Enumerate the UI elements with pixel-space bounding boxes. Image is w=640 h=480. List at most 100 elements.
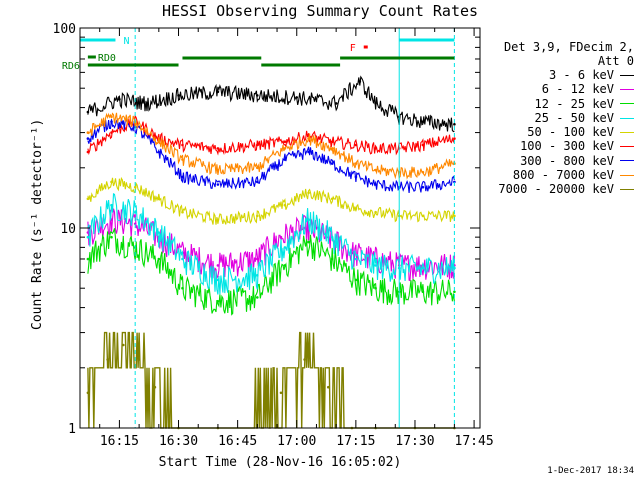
series-line-0 [87, 75, 455, 133]
data-point [86, 137, 90, 140]
data-point [216, 90, 220, 94]
data-point [421, 143, 425, 147]
data-point [354, 257, 358, 261]
data-point [283, 246, 287, 249]
data-point [255, 166, 259, 170]
y-tick-label: 100 [53, 22, 76, 37]
data-point [358, 80, 362, 83]
chart-title: HESSI Observing Summary Count Rates [161, 2, 479, 20]
data-point [283, 203, 287, 207]
legend-swatch [620, 117, 634, 119]
data-point [374, 264, 377, 267]
data-point [181, 286, 184, 290]
data-point [354, 278, 358, 282]
legend-swatch [620, 146, 634, 148]
data-point [181, 175, 184, 179]
status-bar-label: N [123, 36, 129, 47]
legend-entry-label: 25 - 50 keV [534, 110, 614, 125]
legend-swatch [620, 189, 634, 191]
series-line-6 [87, 118, 455, 194]
x-axis-label: Start Time (28-Nov-16 16:05:02) [158, 455, 402, 470]
data-point [110, 180, 113, 184]
status-bar-label: F [350, 43, 356, 54]
status-bar-label: RD6 [62, 61, 80, 72]
legend-entry: 6 - 12 keV [498, 82, 634, 96]
y-axis-label: Count Rate (s⁻¹ detector⁻¹) [30, 118, 45, 330]
data-point [157, 140, 161, 143]
data-point [181, 143, 184, 147]
datestamp: 1-Dec-2017 18:34 [547, 466, 634, 476]
data-point [86, 391, 90, 395]
legend-entry: 3 - 6 keV [498, 68, 634, 82]
legend-entry: 50 - 100 keV [498, 125, 634, 139]
series-line-7 [87, 112, 455, 180]
data-point [279, 235, 283, 239]
data-point [421, 266, 425, 270]
data-point [110, 115, 113, 118]
data-point [374, 210, 377, 214]
data-point [354, 143, 358, 147]
data-point [133, 222, 137, 226]
x-tick-label: 16:45 [218, 434, 257, 449]
data-point [303, 358, 306, 361]
data-point [453, 123, 456, 126]
data-point [86, 197, 90, 201]
data-point [453, 214, 456, 218]
data-point [216, 218, 220, 221]
legend-entry-label: 3 - 6 keV [548, 68, 614, 82]
data-point [334, 102, 338, 105]
legend-entry: 800 - 7000 keV [498, 168, 634, 182]
data-point [374, 102, 377, 105]
data-point [283, 147, 287, 150]
legend-entry: 25 - 50 keV [498, 111, 634, 125]
legend-header: Det 3,9, FDecim 2, Att 0 [504, 40, 634, 68]
legend-entry: 300 - 800 keV [498, 154, 634, 168]
data-point [295, 96, 299, 99]
legend-swatch [620, 88, 634, 90]
data-point [216, 300, 220, 303]
series-line-4 [87, 176, 455, 225]
data-point [181, 210, 184, 214]
data-point [216, 183, 220, 186]
data-point [255, 94, 259, 97]
data-point [145, 102, 149, 105]
data-point [374, 183, 377, 186]
data-point [307, 150, 310, 154]
data-point [86, 257, 90, 261]
legend-entry-label: 12 - 25 keV [534, 96, 614, 111]
legend-entry: 100 - 300 keV [498, 139, 634, 153]
data-point [354, 162, 358, 165]
data-point [86, 235, 90, 239]
data-point [216, 278, 220, 282]
legend-swatch [620, 74, 634, 76]
data-point [110, 131, 113, 134]
x-tick-label: 17:30 [395, 434, 434, 449]
data-point [307, 240, 310, 244]
data-point [421, 290, 425, 294]
data-point [255, 257, 259, 261]
data-point [374, 147, 377, 150]
x-tick-label: 16:30 [159, 434, 198, 449]
x-tick-label: 16:15 [100, 434, 139, 449]
data-point [216, 264, 220, 267]
legend-entry-label: 6 - 12 keV [541, 82, 614, 97]
legend-entry: 12 - 25 keV [498, 97, 634, 111]
x-tick-label: 17:45 [455, 434, 494, 449]
data-point [374, 286, 377, 290]
data-point [307, 218, 310, 221]
data-point [255, 180, 259, 184]
data-point [374, 168, 377, 172]
data-point [255, 143, 259, 147]
data-point [106, 358, 109, 361]
legend-swatch [620, 131, 634, 133]
data-point [110, 235, 113, 239]
data-point [157, 197, 161, 201]
series-line-3 [87, 193, 455, 295]
data-point [453, 180, 456, 184]
legend-swatch [620, 103, 634, 105]
data-point [216, 147, 220, 150]
data-point [307, 191, 310, 195]
data-point [330, 257, 334, 261]
legend-header-line: Att 0 [597, 54, 634, 68]
